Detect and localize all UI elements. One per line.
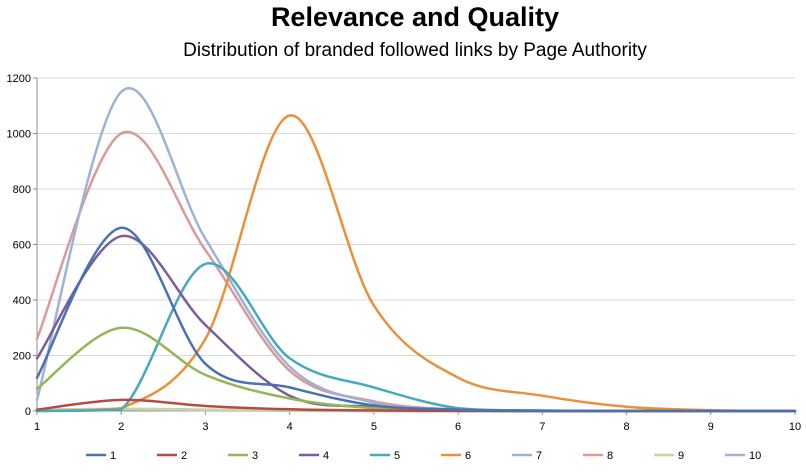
x-tick-label: 5 xyxy=(371,421,377,433)
legend-item-3: 3 xyxy=(228,450,258,462)
legend-label: 9 xyxy=(678,450,684,462)
x-tick-label: 6 xyxy=(455,421,461,433)
x-tick-label: 9 xyxy=(708,421,714,433)
chart-subtitle: Distribution of branded followed links b… xyxy=(183,40,647,61)
legend-item-7: 7 xyxy=(512,450,542,462)
x-tick-label: 10 xyxy=(789,421,801,433)
series-line-8 xyxy=(35,130,797,413)
legend-item-6: 6 xyxy=(441,450,471,462)
x-tick-label: 3 xyxy=(202,421,208,433)
x-tick-label: 2 xyxy=(118,421,124,433)
legend-item-9: 9 xyxy=(654,450,684,462)
legend-label: 7 xyxy=(536,450,542,462)
x-tick-label: 7 xyxy=(539,421,545,433)
legend-item-10: 10 xyxy=(725,450,761,462)
y-tick-label: 200 xyxy=(13,351,31,363)
legend: 1 2 3 4 5 6 7 8 9 10 xyxy=(86,450,761,462)
legend-label: 6 xyxy=(465,450,471,462)
gridlines xyxy=(37,77,795,356)
legend-label: 3 xyxy=(252,450,258,462)
x-tick-label: 8 xyxy=(623,421,629,433)
x-tick-label: 1 xyxy=(34,421,40,433)
legend-label: 8 xyxy=(607,450,613,462)
legend-label: 1 xyxy=(110,450,116,462)
legend-label: 10 xyxy=(749,450,761,462)
legend-item-8: 8 xyxy=(583,450,613,462)
axes: 0 200 400 600 800 1000 1200 1 2 3 4 5 6 7 8 9 10 xyxy=(7,73,802,433)
y-tick-label: 800 xyxy=(13,184,31,196)
y-tick-label: 600 xyxy=(13,240,31,252)
legend-label: 2 xyxy=(181,450,187,462)
legend-label: 5 xyxy=(394,450,400,462)
series-line-1 xyxy=(35,226,797,413)
series-lines xyxy=(35,87,797,413)
legend-item-2: 2 xyxy=(157,450,187,462)
legend-label: 4 xyxy=(323,450,329,462)
legend-item-1: 1 xyxy=(86,450,116,462)
y-tick-label: 1000 xyxy=(7,129,31,141)
legend-item-4: 4 xyxy=(299,450,329,462)
chart-title: Relevance and Quality xyxy=(271,2,559,32)
y-tick-label: 1200 xyxy=(7,73,31,85)
series-line-6 xyxy=(35,114,797,413)
y-tick-label: 0 xyxy=(25,406,31,418)
y-tick-label: 400 xyxy=(13,295,31,307)
legend-item-5: 5 xyxy=(370,450,400,462)
x-tick-label: 4 xyxy=(287,421,293,433)
series-line-4 xyxy=(35,234,797,413)
